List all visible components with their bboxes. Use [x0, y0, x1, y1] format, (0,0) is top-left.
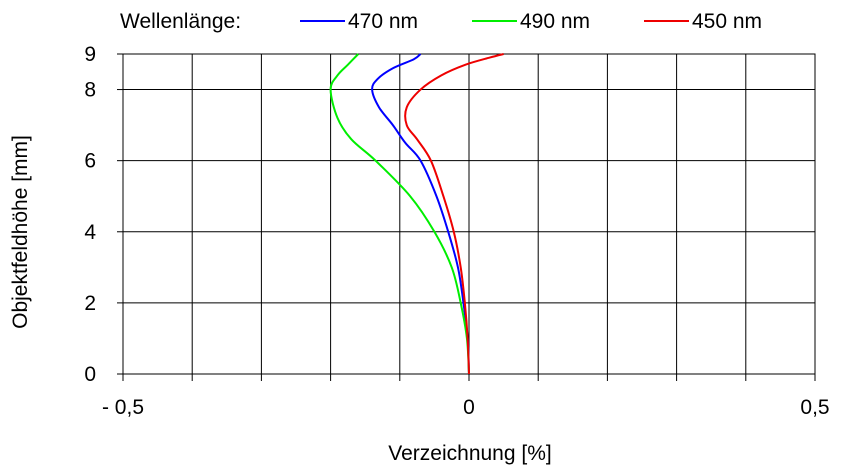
y-tick-label: 8 [84, 79, 96, 102]
x-tick-label: 0,5 [800, 396, 829, 419]
y-ticks: 0 2 4 6 8 9 [84, 43, 123, 386]
series-line-470-nm [371, 53, 470, 375]
x-axis-title: Verzeichnung [%] [388, 442, 551, 465]
x-ticks: - 0,5 0 0,5 [102, 374, 830, 419]
y-tick-label: 9 [84, 43, 96, 66]
y-tick-label: 2 [84, 292, 96, 315]
x-tick-label: - 0,5 [102, 396, 144, 419]
series-line-490-nm [329, 53, 470, 375]
x-tick-label: 0 [463, 396, 475, 419]
series-line-450-nm [404, 53, 504, 375]
y-tick-label: 0 [84, 363, 96, 386]
series-lines [329, 53, 504, 375]
legend-items: 470 nm 490 nm 450 nm [300, 10, 762, 33]
legend-label: 450 nm [692, 10, 762, 33]
legend-title: Wellenlänge: [120, 10, 241, 33]
y-axis-title: Objektfeldhöhe [mm] [9, 135, 32, 329]
grid [123, 54, 815, 374]
legend-label: 470 nm [348, 10, 418, 33]
y-tick-label: 4 [84, 221, 96, 244]
y-tick-label: 6 [84, 150, 96, 173]
legend: Wellenlänge: 470 nm 490 nm 450 nm [120, 10, 762, 33]
legend-label: 490 nm [520, 10, 590, 33]
